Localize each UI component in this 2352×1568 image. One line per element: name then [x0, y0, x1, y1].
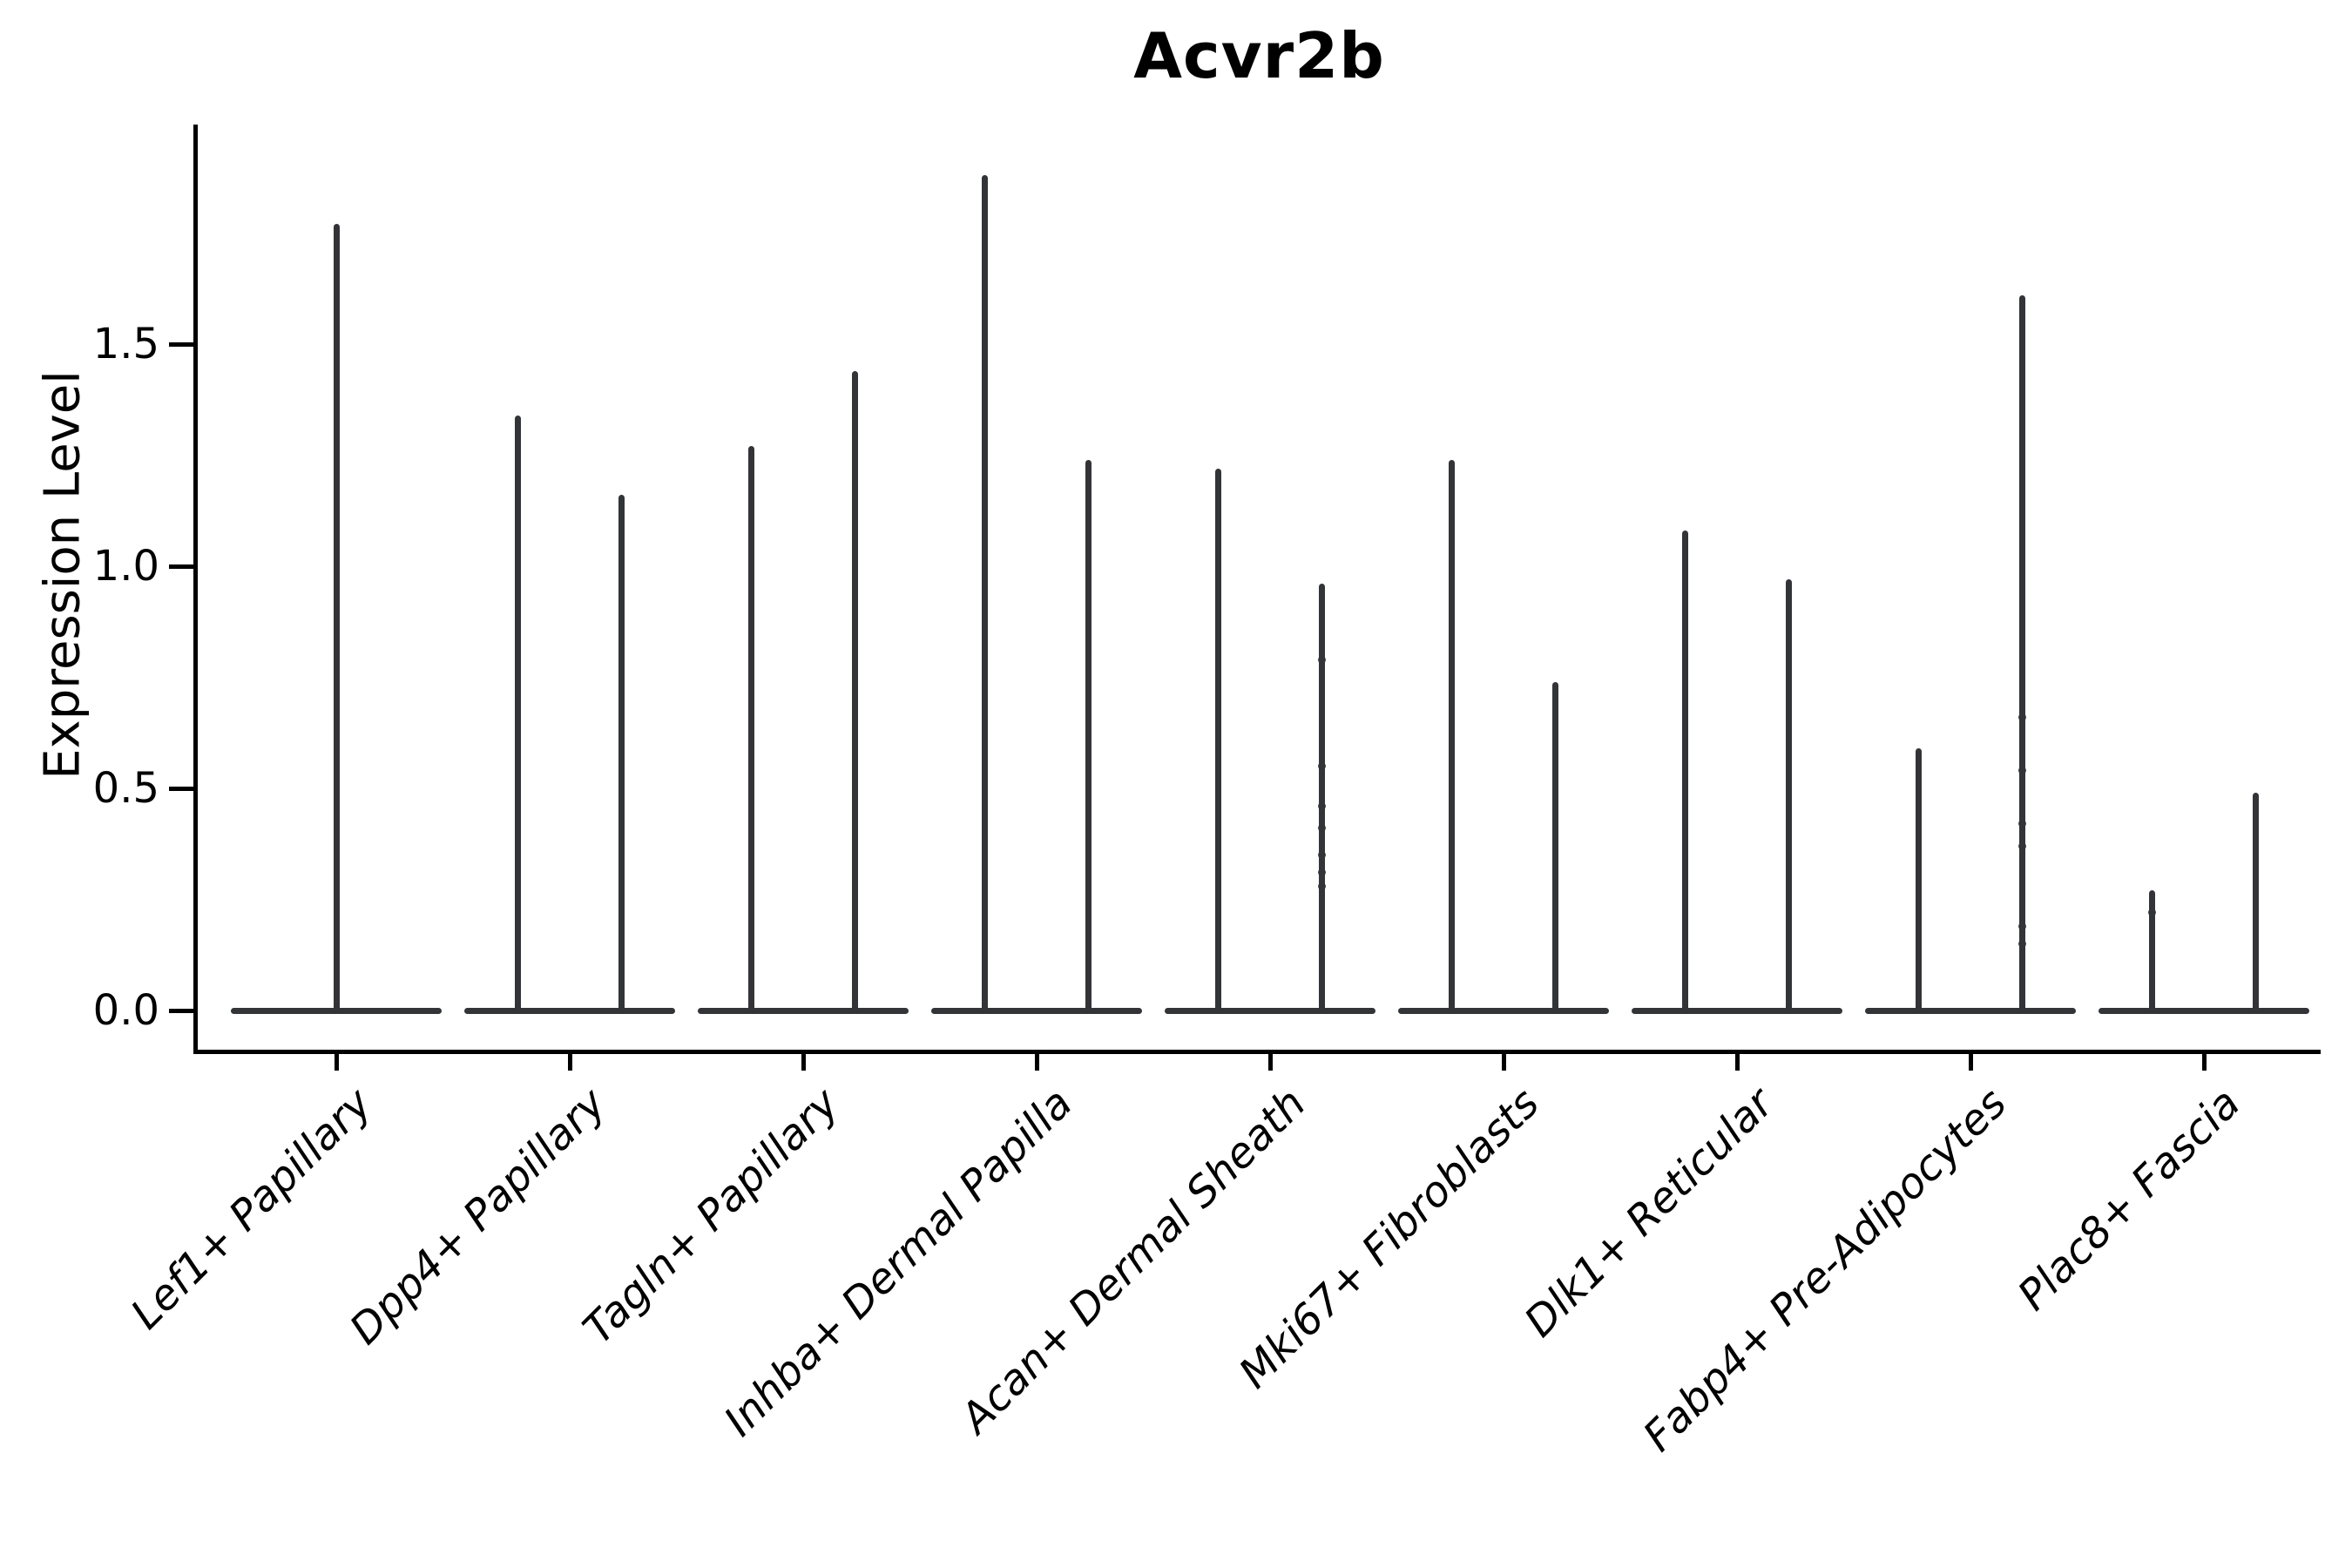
violin-spike	[515, 415, 521, 1012]
violin-spike	[982, 175, 988, 1012]
violin-base	[931, 1007, 1142, 1014]
expression-dot	[1318, 762, 1326, 770]
violin-spike	[852, 370, 858, 1012]
x-tick-mark	[1034, 1054, 1039, 1071]
y-axis-spine	[193, 125, 198, 1054]
violin-base	[464, 1007, 675, 1014]
violin-spike	[2253, 793, 2259, 1012]
expression-dot	[1318, 882, 1326, 890]
expression-dot	[1318, 655, 1326, 664]
violin-base	[1865, 1007, 2076, 1014]
expression-dot	[2018, 922, 2026, 930]
violin-spike	[1215, 468, 1221, 1012]
violin-spike	[748, 446, 754, 1012]
violin-spike	[1085, 459, 1092, 1012]
page-title: Acvr2b	[1133, 19, 1385, 92]
violin-spike	[1682, 531, 1688, 1012]
x-category-label: Dlk1+ Reticular	[1514, 1078, 1783, 1347]
violin-spike	[333, 224, 340, 1012]
violin-spike	[1916, 748, 1922, 1012]
expression-dot	[1318, 801, 1326, 810]
expression-dot	[1318, 824, 1326, 833]
y-tick-label: 0.0	[92, 986, 159, 1035]
expression-dot	[2018, 713, 2026, 721]
violin-spike	[1319, 584, 1325, 1012]
x-category-label: Tagln+ Papillary	[573, 1078, 849, 1354]
x-tick-mark	[334, 1054, 339, 1071]
x-tick-mark	[1501, 1054, 1506, 1071]
y-tick-mark	[169, 341, 193, 347]
violin-spike	[1449, 459, 1455, 1012]
y-tick-mark	[169, 1008, 193, 1013]
y-tick-label: 1.5	[92, 320, 159, 368]
x-tick-mark	[1968, 1054, 1973, 1071]
violin-base	[2099, 1007, 2309, 1014]
x-tick-mark	[567, 1054, 572, 1071]
y-tick-label: 1.0	[92, 542, 159, 591]
violin-base	[1632, 1007, 1842, 1014]
expression-dot	[2018, 841, 2026, 850]
x-category-label: Lef1+ Papillary	[122, 1078, 382, 1339]
x-tick-mark	[1734, 1054, 1740, 1071]
violin-spike	[2149, 890, 2155, 1012]
x-tick-mark	[1267, 1054, 1273, 1071]
y-tick-label: 0.5	[92, 764, 159, 813]
expression-dot	[1318, 868, 1326, 877]
x-tick-mark	[801, 1054, 806, 1071]
x-axis-spine	[193, 1050, 2321, 1054]
x-category-label: Plac8+ Fascia	[2008, 1078, 2250, 1321]
expression-dot	[2018, 767, 2026, 775]
violin-spike	[1786, 579, 1792, 1012]
y-tick-mark	[169, 786, 193, 791]
y-tick-mark	[169, 564, 193, 569]
x-category-label: Dpp4+ Papillary	[340, 1078, 616, 1355]
violin-spike	[1552, 681, 1558, 1012]
violin-base	[698, 1007, 909, 1014]
violin-base	[1398, 1007, 1609, 1014]
x-tick-mark	[2201, 1054, 2207, 1071]
violin-spike	[618, 495, 625, 1012]
expression-dot	[2018, 940, 2026, 948]
violin-spike	[2019, 294, 2025, 1012]
expression-dot	[2018, 820, 2026, 828]
expression-dot	[2148, 909, 2156, 917]
expression-dot	[1318, 851, 1326, 859]
violin-base	[1165, 1007, 1375, 1014]
